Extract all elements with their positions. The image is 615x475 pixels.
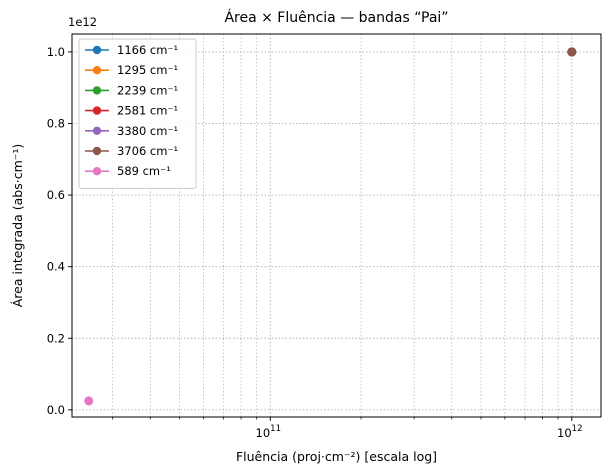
y-axis-title: Área integrada (abs·cm⁻¹) — [10, 144, 25, 308]
legend-item: 2239 cm⁻¹ — [85, 83, 178, 97]
legend-item: 2581 cm⁻¹ — [85, 104, 178, 118]
legend-label: 1166 cm⁻¹ — [117, 43, 178, 57]
legend-label: 3380 cm⁻¹ — [117, 124, 178, 138]
ticks-layer: 1011 1012 0.0 0.2 0.4 0.6 0.8 1.0 — [47, 45, 583, 440]
plot-frame — [71, 33, 602, 418]
y-tick-label: 0.2 — [47, 331, 65, 345]
x-axis-title: Fluência (proj·cm⁻²) [escala log] — [236, 449, 437, 464]
legend-marker — [92, 126, 102, 135]
x-tick-label: 1011 — [256, 424, 281, 440]
legend-marker — [92, 86, 102, 95]
series-layer — [84, 47, 577, 406]
chart-title: Área × Fluência — bandas “Pai” — [224, 9, 448, 26]
data-point — [567, 47, 577, 57]
series-6 — [84, 396, 94, 406]
data-point — [84, 396, 94, 406]
legend-item: 1166 cm⁻¹ — [85, 43, 178, 57]
legend-label: 2239 cm⁻¹ — [117, 83, 178, 97]
series-5 — [567, 47, 577, 57]
y-multiplier-label: 1e12 — [68, 15, 97, 29]
legend-label: 589 cm⁻¹ — [117, 164, 171, 178]
legend-label: 3706 cm⁻¹ — [117, 144, 178, 158]
legend-item: 589 cm⁻¹ — [85, 164, 171, 178]
x-tick-label: 1012 — [557, 424, 582, 440]
y-tick-label: 0.6 — [47, 188, 65, 202]
legend-marker — [92, 66, 102, 75]
y-tick-label: 0.0 — [47, 403, 65, 417]
legend-marker — [92, 106, 102, 115]
legend-marker — [92, 45, 102, 55]
legend: 1166 cm⁻¹ 1295 cm⁻¹ 2239 cm⁻¹ 2581 cm⁻¹ 3380… — [78, 38, 197, 189]
y-tick-label: 0.4 — [47, 260, 65, 274]
y-tick-label: 1.0 — [47, 45, 65, 59]
legend-item: 1295 cm⁻¹ — [85, 63, 178, 77]
y-tick-label: 0.8 — [47, 116, 65, 130]
legend-item: 3380 cm⁻¹ — [85, 124, 178, 138]
legend-marker — [92, 167, 102, 176]
legend-item: 3706 cm⁻¹ — [85, 144, 178, 158]
legend-marker — [92, 146, 102, 156]
legend-label: 1295 cm⁻¹ — [117, 63, 178, 77]
legend-label: 2581 cm⁻¹ — [117, 104, 178, 118]
